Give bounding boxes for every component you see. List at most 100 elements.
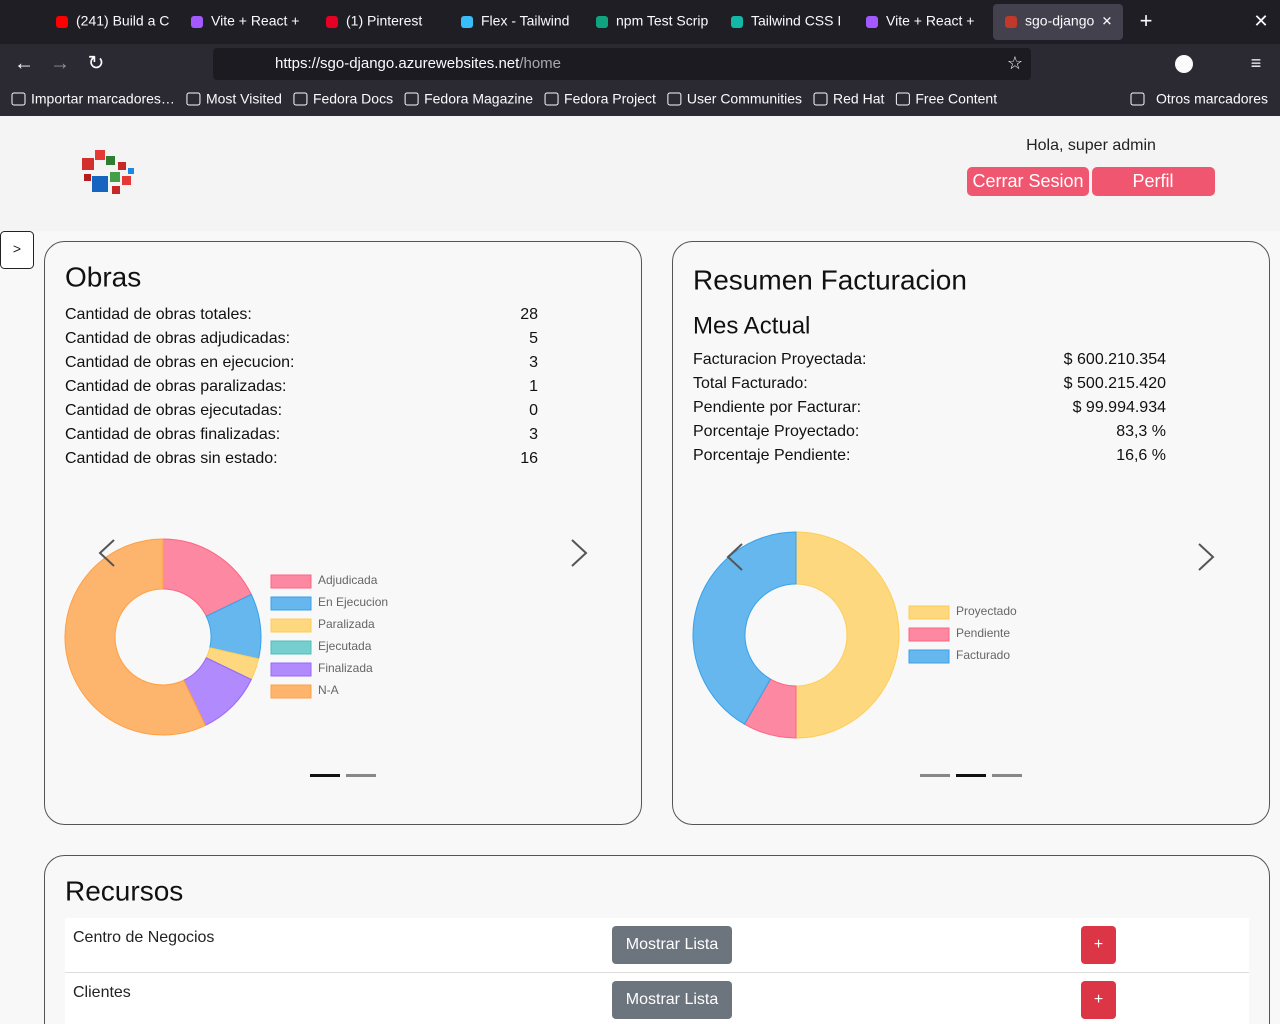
carousel-prev[interactable] — [726, 543, 743, 571]
forward-button[interactable]: → — [50, 52, 70, 74]
bookmark-icon — [895, 92, 910, 106]
legend-swatch[interactable] — [908, 605, 950, 620]
tab-close[interactable]: ✕ — [1102, 13, 1113, 28]
tab-icon — [596, 16, 608, 28]
bookmark[interactable]: Free Content — [915, 91, 997, 107]
show-list-button[interactable] — [612, 926, 732, 964]
reload-button[interactable]: ↻ — [88, 52, 105, 74]
close-window[interactable]: ✕ — [1253, 11, 1268, 31]
bookmark[interactable]: Fedora Magazine — [424, 91, 533, 107]
legend-swatch[interactable] — [908, 627, 950, 642]
legend-swatch[interactable] — [270, 684, 312, 699]
show-list-label[interactable]: Mostrar Lista — [626, 991, 719, 1008]
row-value: 1 — [529, 378, 538, 395]
legend-swatch[interactable] — [908, 649, 950, 664]
legend-label[interactable]: N-A — [318, 683, 339, 697]
row-label: Cantidad de obras ejecutadas: — [65, 402, 282, 419]
carousel-indicator[interactable] — [992, 774, 1022, 777]
logo-square — [128, 168, 134, 174]
card-title: Obras — [65, 261, 141, 292]
greeting: Hola, super admin — [1026, 137, 1156, 154]
add-button[interactable] — [1081, 981, 1116, 1019]
url-field[interactable] — [213, 48, 1031, 80]
tab-title[interactable]: (241) Build a C — [76, 13, 169, 29]
tab-title[interactable]: sgo-django — [1025, 13, 1094, 29]
card-title: Recursos — [65, 875, 183, 906]
logout-button[interactable] — [967, 167, 1089, 196]
tab-title[interactable]: Flex - Tailwind — [481, 13, 569, 29]
bookmark-star[interactable]: ☆ — [1007, 53, 1023, 73]
row-value: 3 — [529, 354, 538, 371]
tab-icon — [191, 16, 203, 28]
logout-label[interactable]: Cerrar Sesion — [972, 171, 1083, 191]
legend-swatch[interactable] — [270, 618, 312, 633]
tab-title[interactable]: Vite + React + — [211, 13, 299, 29]
carousel-indicator[interactable] — [956, 774, 986, 777]
donut-slice — [795, 531, 900, 739]
bookmark[interactable]: User Communities — [687, 91, 802, 107]
account-icon[interactable] — [1175, 55, 1193, 73]
legend-label[interactable]: Ejecutada — [318, 639, 372, 653]
profile-label[interactable]: Perfil — [1132, 171, 1173, 191]
bookmark[interactable]: Red Hat — [833, 91, 884, 107]
row-label: Cantidad de obras adjudicadas: — [65, 330, 290, 347]
legend-swatch[interactable] — [270, 640, 312, 655]
tab-icon — [731, 16, 743, 28]
legend-swatch[interactable] — [270, 662, 312, 677]
sidebar-toggle-label[interactable]: > — [13, 241, 21, 257]
new-tab[interactable]: + — [1140, 8, 1153, 33]
legend-label[interactable]: Proyectado — [956, 604, 1017, 618]
carousel-indicator[interactable] — [310, 774, 340, 777]
legend-label[interactable]: Adjudicada — [318, 573, 378, 587]
bookmark[interactable]: Importar marcadores… — [31, 91, 175, 107]
url-path[interactable]: /home — [519, 55, 561, 72]
row-value: 16 — [520, 450, 538, 467]
back-button[interactable]: ← — [14, 52, 34, 74]
bookmark-icon — [186, 92, 201, 106]
tab-title[interactable]: Tailwind CSS I — [751, 13, 841, 29]
sidebar-toggle[interactable] — [0, 231, 34, 269]
active-tab[interactable] — [993, 4, 1123, 40]
add-label[interactable]: + — [1094, 991, 1103, 1008]
bookmark-icon — [404, 92, 419, 106]
tab-title[interactable]: Vite + React + — [886, 13, 974, 29]
carousel-next[interactable] — [1198, 543, 1215, 571]
bookmark-icon — [1130, 92, 1145, 106]
row-label: Cantidad de obras finalizadas: — [65, 426, 280, 443]
carousel-prev[interactable] — [98, 539, 115, 567]
row-label: Pendiente por Facturar: — [693, 399, 861, 416]
other-bookmarks[interactable]: Otros marcadores — [1156, 91, 1268, 107]
menu-button[interactable]: ≡ — [1251, 53, 1262, 73]
bookmark[interactable]: Most Visited — [206, 91, 282, 107]
carousel-next[interactable] — [571, 539, 588, 567]
logo-square — [92, 176, 108, 192]
tab-icon — [1005, 16, 1017, 28]
carousel-indicator[interactable] — [346, 774, 376, 777]
legend-label[interactable]: Finalizada — [318, 661, 373, 675]
row-label: Porcentaje Proyectado: — [693, 423, 859, 440]
legend-label[interactable]: En Ejecucion — [318, 595, 388, 609]
tab-title[interactable]: npm Test Scrip — [616, 13, 709, 29]
profile-button[interactable] — [1092, 167, 1215, 196]
row-value: 28 — [520, 306, 538, 323]
bookmark[interactable]: Fedora Docs — [313, 91, 393, 107]
row-label: Cantidad de obras en ejecucion: — [65, 354, 295, 371]
legend-swatch[interactable] — [270, 596, 312, 611]
show-list-label[interactable]: Mostrar Lista — [626, 936, 719, 953]
obras-card — [44, 241, 642, 825]
bookmark[interactable]: Fedora Project — [564, 91, 656, 107]
legend-swatch[interactable] — [270, 574, 312, 589]
legend-label[interactable]: Pendiente — [956, 626, 1010, 640]
row-label: Cantidad de obras sin estado: — [65, 450, 278, 467]
legend-label[interactable]: Facturado — [956, 648, 1010, 662]
carousel-indicator[interactable] — [920, 774, 950, 777]
logo-square — [122, 176, 131, 185]
show-list-button[interactable] — [612, 981, 732, 1019]
add-label[interactable]: + — [1094, 936, 1103, 953]
tab-title[interactable]: (1) Pinterest — [346, 13, 422, 29]
url-host[interactable]: https://sgo-django.azurewebsites.net — [275, 55, 520, 72]
row-value: 0 — [529, 402, 538, 419]
legend-label[interactable]: Paralizada — [318, 617, 375, 631]
add-button[interactable] — [1081, 926, 1116, 964]
